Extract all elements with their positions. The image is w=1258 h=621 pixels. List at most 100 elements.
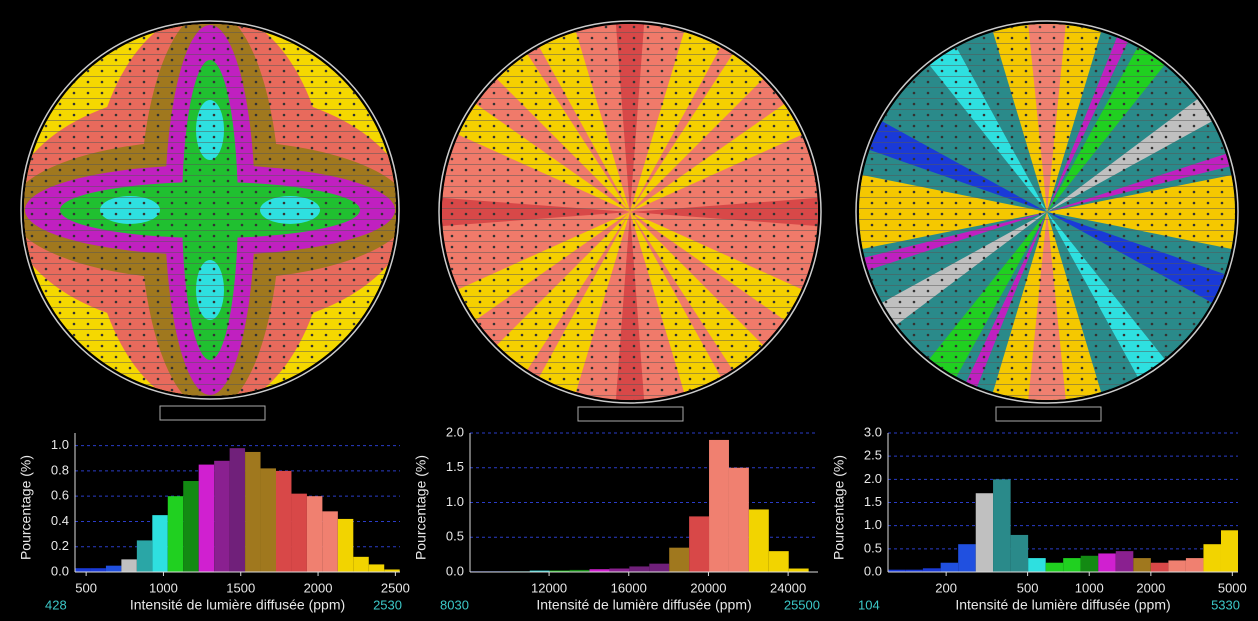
bar <box>306 496 323 572</box>
y-tick-label: 2.0 <box>446 424 464 439</box>
bar <box>368 564 385 572</box>
wafer-notch <box>577 406 684 422</box>
wafer-notch <box>995 406 1102 422</box>
bar <box>993 479 1011 572</box>
bar <box>337 518 354 572</box>
bar <box>905 569 923 572</box>
bar <box>549 570 570 572</box>
bar <box>229 448 246 572</box>
bar <box>589 569 610 572</box>
wafer-map <box>859 24 1235 400</box>
bar <box>198 464 215 572</box>
bar <box>322 511 338 572</box>
bar <box>90 568 106 572</box>
y-tick-label: 1.5 <box>446 459 464 474</box>
x-tick-label: 12000 <box>531 580 567 595</box>
bar <box>353 556 369 572</box>
bar <box>768 551 789 572</box>
wafer-outline <box>438 20 822 404</box>
x-tick-label: 2000 <box>1136 580 1165 595</box>
y-tick-label: 0.2 <box>51 538 69 553</box>
x-tick-label: 1000 <box>149 580 178 595</box>
bar <box>291 493 307 572</box>
bar <box>245 451 261 572</box>
bar <box>888 569 906 572</box>
bar <box>748 509 769 572</box>
bar <box>1063 558 1081 572</box>
y-tick-label: 1.0 <box>51 437 69 452</box>
bar <box>1080 555 1099 572</box>
bar <box>136 540 153 572</box>
y-axis-label: Pourcentage (%) <box>18 455 34 560</box>
wafer-map <box>24 24 396 396</box>
bar <box>689 516 710 572</box>
x-min-label: 104 <box>858 597 880 612</box>
bar <box>975 493 994 572</box>
bar <box>1168 560 1186 572</box>
y-tick-label: 0.6 <box>51 488 69 503</box>
y-tick-label: 0.5 <box>864 540 882 555</box>
bar <box>940 562 959 572</box>
x-tick-label: 24000 <box>770 580 806 595</box>
bar <box>1010 534 1029 572</box>
y-tick-label: 0.0 <box>446 563 464 578</box>
y-tick-label: 2.0 <box>864 471 882 486</box>
bar <box>152 515 168 572</box>
x-min-label: 8030 <box>440 597 469 612</box>
wafer-outline <box>20 20 400 400</box>
bar <box>649 563 670 572</box>
x-min-label: 428 <box>45 597 67 612</box>
bar <box>922 568 941 572</box>
x-axis-label: Intensité de lumière diffusée (ppm) <box>130 597 345 613</box>
bar <box>384 569 400 572</box>
x-tick-label: 1000 <box>1075 580 1104 595</box>
y-axis-label: Pourcentage (%) <box>413 455 429 560</box>
bar <box>1045 562 1064 572</box>
x-tick-label: 1500 <box>226 580 255 595</box>
bar <box>629 566 650 572</box>
bar <box>214 460 230 572</box>
x-tick-label: 5000 <box>1218 580 1247 595</box>
x-tick-label: 500 <box>1017 580 1039 595</box>
y-tick-label: 1.0 <box>446 494 464 509</box>
bar <box>105 565 122 572</box>
x-tick-label: 16000 <box>611 580 647 595</box>
x-tick-label: 200 <box>935 580 957 595</box>
x-max-label: 5330 <box>1211 597 1240 612</box>
bar <box>669 547 690 572</box>
wafer-map <box>442 24 818 400</box>
bar <box>183 481 199 572</box>
bar <box>1220 530 1238 572</box>
bar <box>609 568 630 572</box>
y-axis-label: Pourcentage (%) <box>831 455 847 560</box>
y-tick-label: 3.0 <box>864 424 882 439</box>
x-tick-label: 20000 <box>690 580 726 595</box>
x-axis-label: Intensité de lumière diffusée (ppm) <box>536 597 751 613</box>
x-axis-label: Intensité de lumière diffusée (ppm) <box>955 597 1170 613</box>
y-tick-label: 1.5 <box>864 494 882 509</box>
bar <box>1028 558 1046 572</box>
x-tick-label: 2000 <box>304 580 333 595</box>
bar <box>275 470 292 572</box>
x-max-label: 2530 <box>373 597 402 612</box>
wafer-outline <box>855 20 1239 404</box>
bar <box>958 544 976 572</box>
y-tick-label: 0.0 <box>51 563 69 578</box>
y-tick-label: 1.0 <box>864 517 882 532</box>
y-tick-label: 0.5 <box>446 529 464 544</box>
y-tick-label: 0.4 <box>51 513 69 528</box>
bar <box>569 569 590 572</box>
bar <box>529 570 550 572</box>
bar <box>1185 558 1204 572</box>
bar <box>75 568 91 572</box>
bar <box>1115 551 1134 572</box>
bar <box>1098 553 1116 572</box>
x-max-label: 25500 <box>784 597 820 612</box>
bar <box>167 496 184 572</box>
y-tick-label: 2.5 <box>864 448 882 463</box>
bar <box>121 559 137 572</box>
y-tick-label: 0.0 <box>864 563 882 578</box>
wafer-notch <box>159 405 266 421</box>
bar <box>728 467 749 572</box>
